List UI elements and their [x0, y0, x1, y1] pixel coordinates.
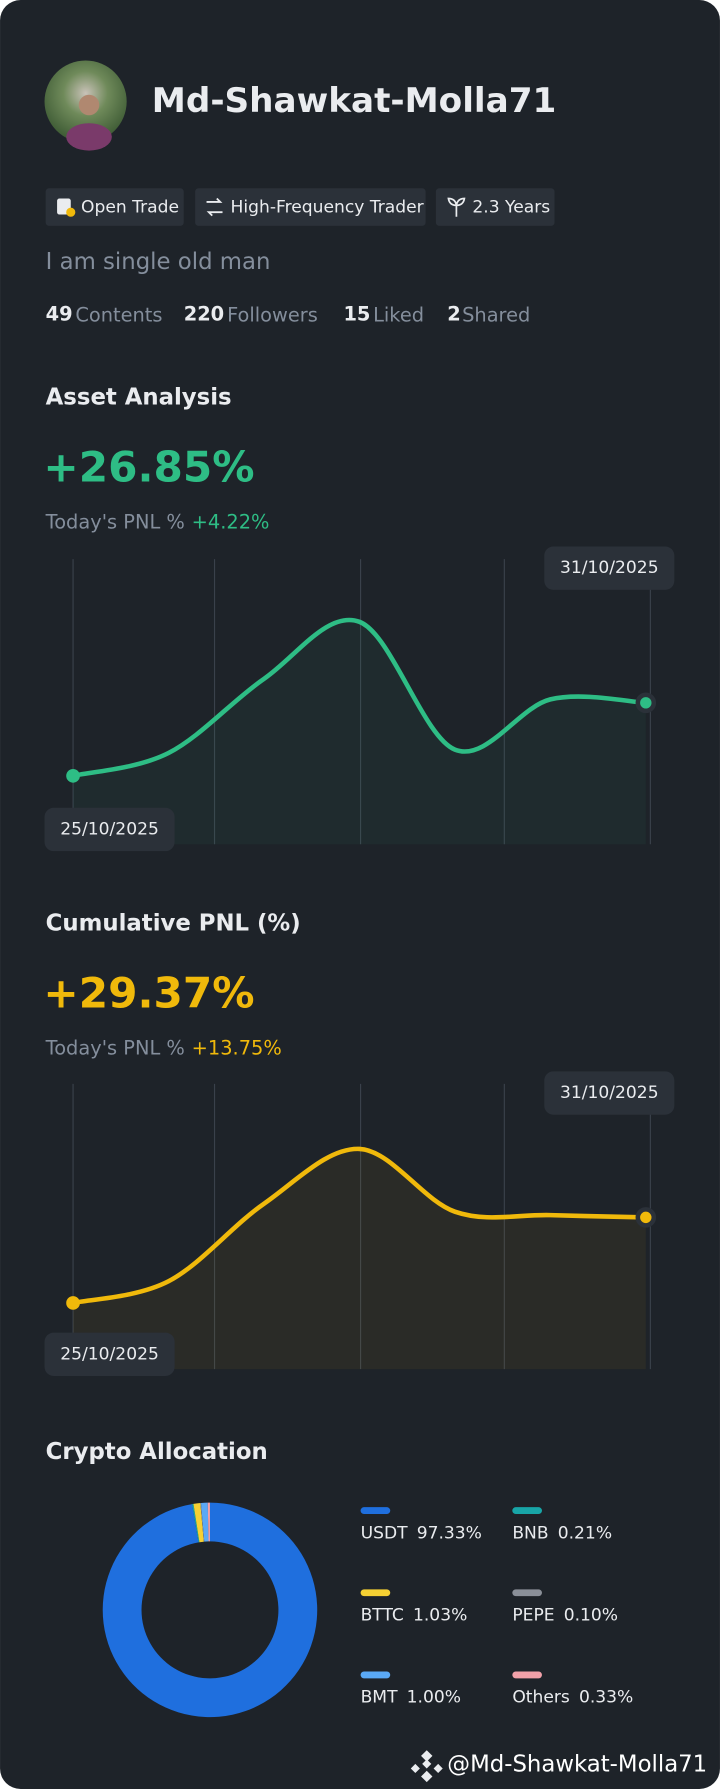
legend-name: BTTC: [361, 1606, 404, 1626]
stat-value: 220: [184, 302, 224, 325]
legend-swatch: [360, 1589, 391, 1597]
pnl-line: Today's PNL % +4.22%: [45, 510, 270, 533]
stat-value: 15: [343, 302, 370, 325]
pie-slice: [200, 1502, 205, 1542]
legend-name: USDT: [361, 1523, 409, 1543]
stats: 49 Contents 220 Followers 15 Liked 2 Sha…: [46, 302, 531, 326]
stat-value: 49: [46, 302, 73, 325]
start-dot: [66, 768, 80, 783]
pnl-change: +4.22%: [192, 510, 270, 533]
date-label: 31/10/2025: [560, 558, 659, 578]
legend-name: BMT: [361, 1688, 398, 1708]
watermark: @Md-Shawkat-Molla71: [410, 1750, 707, 1783]
tag: Open Trade: [45, 188, 184, 226]
date-label: 31/10/2025: [560, 1083, 659, 1103]
tag-label: Open Trade: [81, 198, 179, 218]
line: [70, 1146, 649, 1306]
pie-slice: [201, 1502, 209, 1542]
legend-swatch: [512, 1589, 542, 1597]
user-name: Md-Shawkat-Molla71: [152, 81, 557, 121]
avatar[interactable]: [44, 60, 127, 151]
date-pill: [544, 1071, 675, 1115]
headline: +26.85%: [43, 443, 254, 492]
legend-name: BNB: [512, 1523, 548, 1543]
tag: 2.3 Years: [435, 188, 555, 226]
pnl-change: +13.75%: [192, 1036, 282, 1059]
legend-value: 0.33%: [579, 1688, 633, 1708]
line-area: [73, 619, 646, 845]
legend-swatch: [360, 1507, 391, 1515]
legend-swatch: [512, 1671, 542, 1679]
legend-value: 1.00%: [407, 1688, 461, 1708]
tag-label: High-Frequency Trader: [231, 198, 425, 218]
start-dot: [66, 1296, 80, 1310]
section-title: Cumulative PNL (%): [46, 911, 301, 937]
section-title: Asset Analysis: [46, 385, 232, 411]
legend-swatch: [360, 1671, 391, 1679]
line: [70, 617, 649, 779]
legend-value: 1.03%: [413, 1606, 467, 1626]
line-area: [73, 1148, 646, 1370]
section-title: Crypto Allocation: [46, 1439, 268, 1465]
watermark-text: @Md-Shawkat-Molla71: [447, 1752, 707, 1778]
stat-label: Shared: [462, 304, 530, 327]
pnl-label: Today's PNL %: [45, 1036, 185, 1059]
pnl-line: Today's PNL % +13.75%: [45, 1036, 282, 1059]
end-dot: [635, 1207, 657, 1228]
stat-label: Contents: [75, 304, 162, 327]
pie-slice: [102, 1502, 318, 1718]
end-dot: [635, 692, 657, 714]
legend-swatch: [512, 1507, 542, 1515]
pie-slice: [192, 1503, 200, 1543]
date-pill: [44, 807, 175, 852]
stat-label: Liked: [373, 304, 424, 327]
pie-slice: [193, 1503, 204, 1543]
legend-value: 97.33%: [417, 1523, 482, 1543]
legend-value: 0.21%: [558, 1523, 612, 1543]
date-label: 25/10/2025: [60, 1344, 159, 1364]
legend-name: Others: [512, 1688, 570, 1708]
bio: I am single old man: [46, 249, 271, 275]
pnl-label: Today's PNL %: [45, 510, 185, 533]
stat-label: Followers: [227, 304, 318, 327]
tag: High-Frequency Trader: [195, 188, 426, 226]
date-label: 25/10/2025: [60, 819, 159, 839]
headline: +29.37%: [43, 969, 254, 1018]
date-pill: [44, 1332, 175, 1376]
stat-value: 2: [447, 302, 460, 325]
date-pill: [544, 546, 675, 590]
pie-slice: [207, 1502, 210, 1542]
legend-value: 0.10%: [564, 1606, 618, 1626]
legend-name: PEPE: [512, 1606, 554, 1626]
tag-label: 2.3 Years: [472, 198, 550, 218]
